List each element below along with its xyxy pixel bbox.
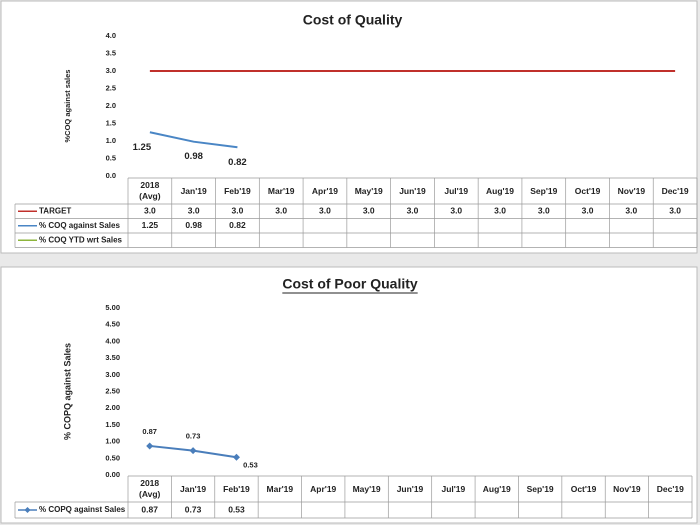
x-tick-label: Jul'19 (441, 483, 466, 494)
y-tick-label: 3.50 (105, 353, 120, 362)
y-tick-label: 2.5 (106, 83, 116, 92)
x-tick-label: 2018 (Avg) (138, 478, 161, 499)
data-label: 0.82 (228, 157, 247, 168)
y-tick-label: 3.00 (105, 370, 120, 379)
point-marker (146, 442, 154, 450)
x-tick-label: Sep'19 (530, 185, 558, 196)
y-tick-label: 2.0 (106, 101, 116, 110)
legend-label: % COQ against Sales (39, 221, 120, 230)
y-tick-label: 3.0 (106, 66, 116, 75)
y-tick-label: 1.50 (105, 420, 120, 429)
table-value: 0.98 (185, 220, 202, 230)
table-value: 3.0 (275, 206, 287, 216)
table-value: 3.0 (363, 206, 375, 216)
y-tick-label: 1.00 (105, 437, 120, 446)
y-tick-label: 0.5 (106, 153, 116, 162)
point-marker (232, 453, 240, 461)
legend-marker (24, 507, 31, 513)
data-label: 1.25 (133, 142, 152, 153)
legend-label: TARGET (39, 206, 71, 215)
x-tick-label: Nov'19 (613, 483, 641, 494)
x-tick-label: Mar'19 (266, 483, 294, 494)
table-value: 0.73 (185, 504, 202, 514)
x-tick-label: May'19 (352, 483, 381, 494)
point-marker (189, 447, 197, 455)
x-tick-label: Nov'19 (617, 185, 646, 196)
table-value: 3.0 (144, 206, 156, 216)
data-label: 0.53 (243, 460, 258, 469)
y-tick-label: 4.0 (106, 31, 116, 40)
x-tick-label: Aug'19 (486, 185, 515, 196)
table-value: 0.87 (141, 504, 158, 514)
data-label: 0.98 (184, 151, 203, 162)
x-tick-label: Jan'19 (180, 185, 207, 196)
y-tick-label: 0.0 (106, 171, 116, 180)
x-tick-label: Jun'19 (396, 483, 424, 494)
chart-title: Cost of Poor Quality (282, 276, 418, 292)
x-tick-label: Mar'19 (267, 185, 295, 196)
x-tick-label: Apr'19 (310, 483, 337, 494)
y-tick-label: 3.5 (106, 48, 116, 57)
series-line (149, 131, 238, 149)
x-tick-label: Aug'19 (482, 483, 511, 494)
table-value: 3.0 (319, 206, 331, 216)
table-value: 3.0 (494, 206, 506, 216)
x-tick-label: Dec'19 (661, 185, 689, 196)
x-tick-label: Apr'19 (311, 185, 338, 196)
table-value: 3.0 (232, 206, 244, 216)
y-tick-label: 4.00 (105, 336, 120, 345)
chart-title: Cost of Quality (303, 12, 403, 28)
table-value: 3.0 (669, 206, 681, 216)
x-tick-label: Sep'19 (526, 483, 554, 494)
y-tick-label: 5.00 (105, 303, 120, 312)
y-tick-label: 1.5 (106, 118, 116, 127)
y-tick-label: 1.0 (106, 136, 116, 145)
legend-label: % COQ YTD wrt Sales (39, 235, 123, 244)
y-tick-label: 4.50 (105, 320, 120, 329)
table-value: 3.0 (582, 206, 594, 216)
x-tick-label: Feb'19 (223, 483, 250, 494)
table-value: 1.25 (142, 220, 159, 230)
table-value: 3.0 (538, 206, 550, 216)
data-label: 0.87 (142, 427, 157, 436)
legend-label: % COPQ against Sales (39, 505, 126, 514)
x-tick-label: Dec'19 (656, 483, 684, 494)
y-axis-label: % COPQ against Sales (62, 343, 72, 440)
table-value: 3.0 (407, 206, 419, 216)
data-label: 0.73 (186, 432, 201, 441)
x-tick-label: Jun'19 (399, 185, 426, 196)
y-tick-label: 0.50 (105, 453, 120, 462)
table-value: 3.0 (625, 206, 637, 216)
y-tick-label: 2.00 (105, 403, 120, 412)
y-tick-label: 2.50 (105, 386, 120, 395)
chart-area (0, 0, 698, 254)
y-axis-label: %COQ against sales (63, 70, 72, 143)
chart-area (0, 266, 698, 524)
table-value: 3.0 (450, 206, 462, 216)
table-value: 0.82 (229, 220, 246, 230)
x-tick-label: May'19 (354, 185, 383, 196)
y-tick-label: 0.00 (105, 470, 120, 479)
x-tick-label: Jul'19 (444, 185, 469, 196)
x-tick-label: Oct'19 (574, 185, 601, 196)
x-tick-label: 2018 (Avg) (139, 180, 161, 201)
x-tick-label: Oct'19 (570, 483, 597, 494)
table-value: 0.53 (228, 504, 245, 514)
x-tick-label: Jan'19 (180, 483, 207, 494)
x-tick-label: Feb'19 (224, 185, 251, 196)
table-value: 3.0 (188, 206, 200, 216)
